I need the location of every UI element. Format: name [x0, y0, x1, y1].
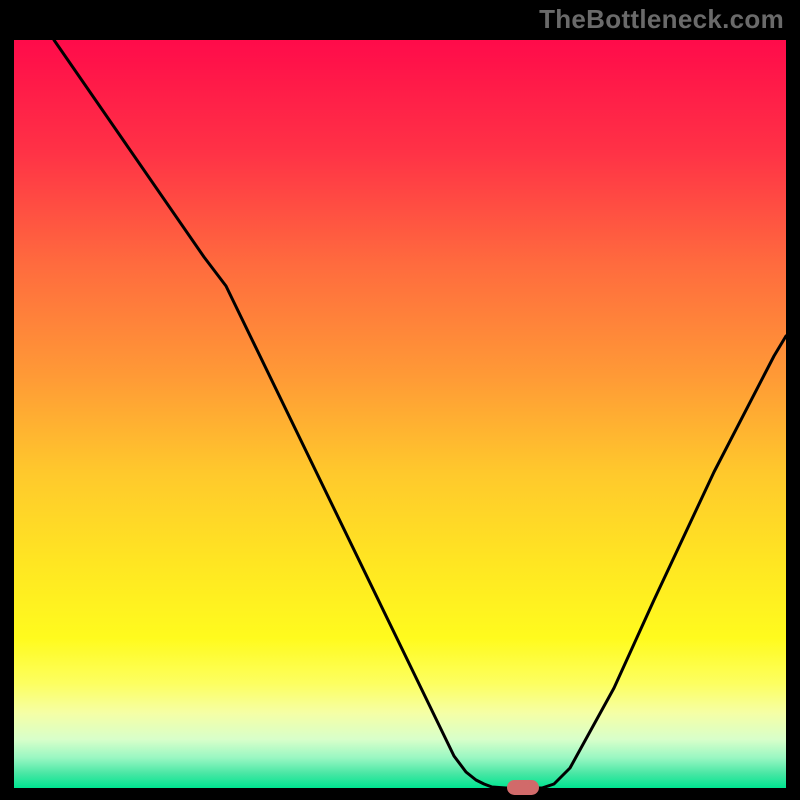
bottleneck-curve: [14, 40, 786, 788]
optimal-marker: [507, 780, 539, 795]
chart-frame: TheBottleneck.com: [0, 0, 800, 800]
plot-area: [14, 40, 786, 788]
watermark-text: TheBottleneck.com: [539, 4, 784, 35]
